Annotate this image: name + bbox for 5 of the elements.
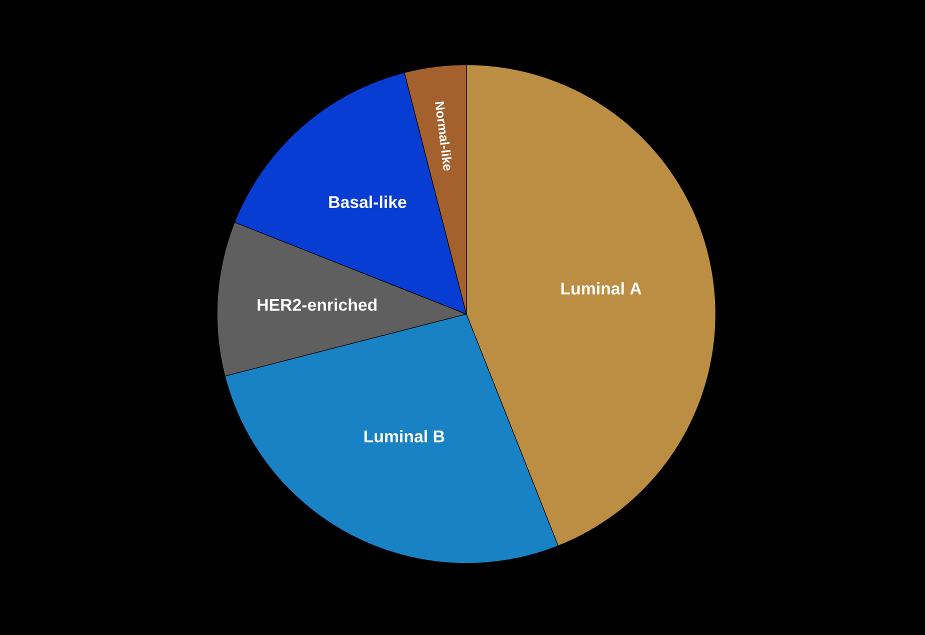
slice-label: Basal-like — [329, 196, 406, 208]
slice-label: HER2-enriched — [258, 298, 377, 311]
slice-label: Luminal B — [364, 430, 444, 442]
slice-label: Luminal A — [561, 282, 642, 295]
slice-label: Normal-like — [435, 101, 452, 171]
